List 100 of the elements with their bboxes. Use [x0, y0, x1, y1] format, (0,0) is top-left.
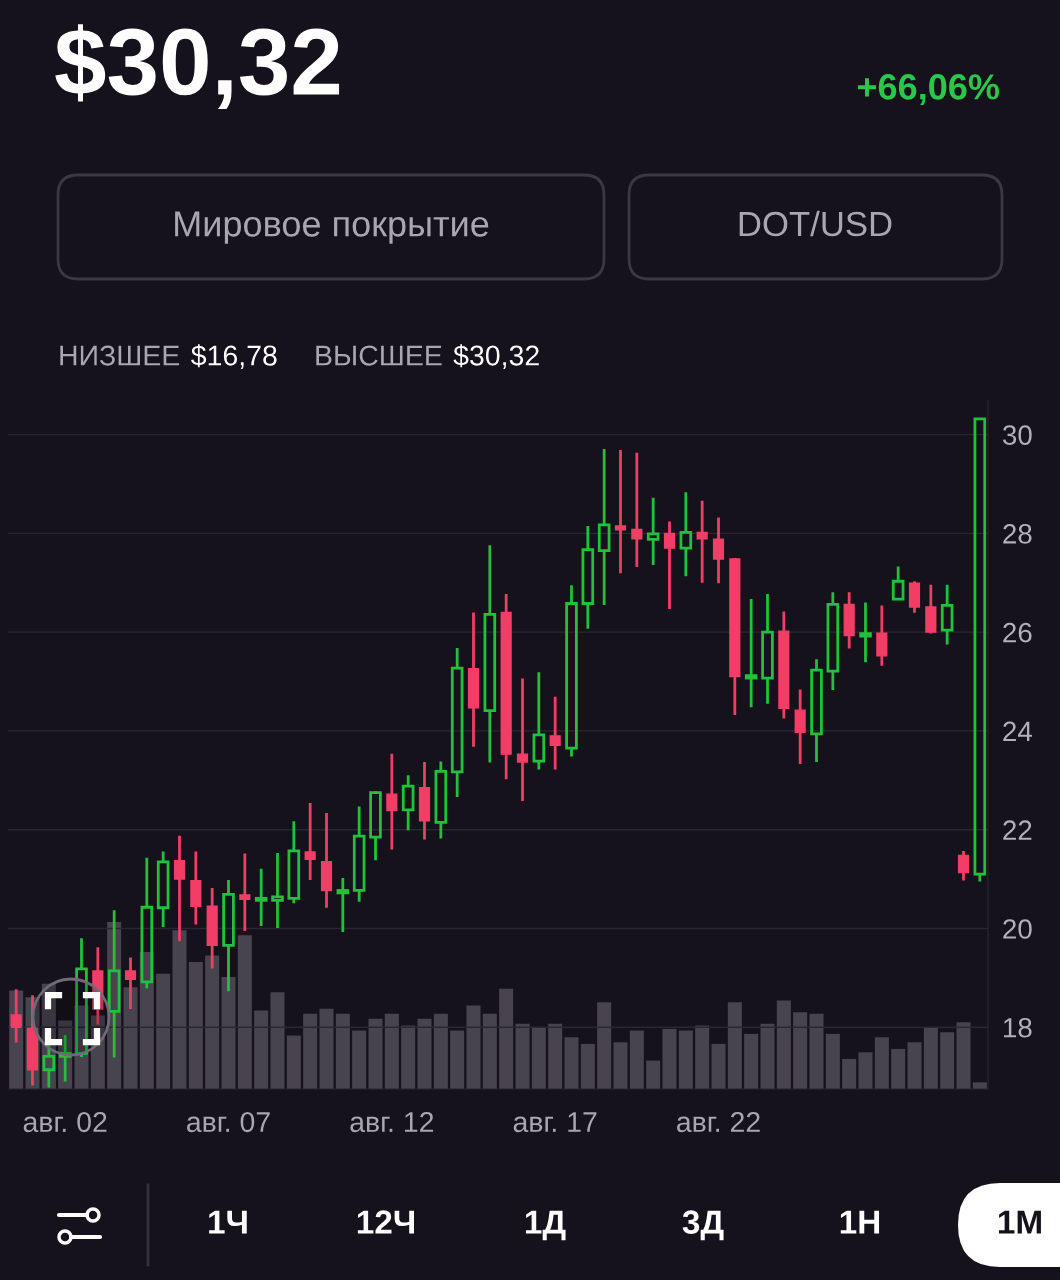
candlestick: [467, 610, 480, 749]
candlestick: [778, 610, 790, 720]
y-tick-label: 26: [1003, 622, 1032, 643]
bar: [923, 1027, 938, 1089]
bar: [858, 1052, 873, 1089]
bar: [678, 1030, 693, 1089]
candlestick: [663, 520, 676, 611]
bar: [760, 1023, 775, 1089]
candlestick: [810, 657, 823, 764]
chart-title: $30,32: [55, 24, 340, 110]
bar: [417, 1018, 432, 1089]
bar: [286, 1035, 301, 1089]
bar: [956, 1022, 971, 1089]
candlestick: [696, 499, 708, 585]
text: НИЗШЕЕ: [60, 345, 180, 366]
candlestick: [843, 590, 855, 650]
bar: [499, 988, 514, 1089]
candlestick: [336, 876, 350, 934]
bar: [744, 1033, 759, 1089]
x-tick-label: авг. 02: [23, 1111, 107, 1133]
candlestick: [271, 851, 284, 930]
candlestick: [794, 688, 806, 766]
candlestick: [532, 670, 546, 771]
bar: [515, 1023, 530, 1089]
bar: [940, 1032, 955, 1089]
x-tick-label: авг. 12: [350, 1111, 434, 1133]
bar: [303, 1013, 318, 1089]
y-tick-label: 30: [1002, 425, 1032, 445]
candlestick: [826, 590, 840, 692]
y-tick-label: 24: [1003, 721, 1032, 741]
text: 3Д: [682, 1210, 724, 1241]
text: $30,32: [453, 344, 539, 370]
candlestick: [287, 819, 301, 905]
candlestick: [940, 583, 954, 646]
y-tick-label: 22: [1003, 820, 1032, 840]
bar: [531, 1027, 546, 1089]
candlestick: [190, 850, 202, 926]
bar: [384, 1013, 399, 1089]
candlestick: [614, 448, 627, 575]
bar: [205, 955, 220, 1089]
text: 1Ч: [209, 1210, 247, 1234]
text: 12Ч: [357, 1210, 415, 1234]
candlestick: [631, 451, 643, 569]
bar: [825, 1033, 840, 1089]
candlestick: [434, 760, 448, 840]
bar: [319, 1008, 334, 1089]
text: 1Н: [840, 1210, 880, 1234]
candlestick: [516, 677, 529, 803]
candlestick: [891, 565, 905, 601]
candlestick: [500, 592, 512, 781]
bar: [564, 1037, 579, 1089]
candlestick: [254, 867, 268, 928]
bar: [597, 1002, 612, 1089]
x-tick-label: авг. 07: [187, 1111, 270, 1133]
candlestick: [581, 524, 595, 631]
bar: [727, 1002, 742, 1089]
bar: [809, 1013, 824, 1089]
bar: [237, 935, 252, 1089]
bar: [580, 1043, 595, 1089]
bar: [548, 1023, 563, 1089]
bar: [123, 987, 138, 1089]
text: DOT/USD: [739, 210, 892, 237]
text: +66,06%: [857, 74, 1000, 105]
candlestick: [320, 811, 333, 910]
bar: [466, 1005, 481, 1089]
bar: [221, 977, 236, 1089]
candlestick: [352, 805, 366, 904]
bar: [662, 1028, 677, 1089]
bar: [629, 1030, 644, 1089]
candlestick: [908, 579, 921, 615]
candlestick: [401, 773, 415, 832]
candlestick: [239, 852, 251, 933]
candlestick: [859, 601, 872, 664]
candlestick: [450, 646, 464, 799]
text: 1М: [998, 1210, 1041, 1234]
bar: [335, 1013, 350, 1089]
bar: [482, 1013, 497, 1089]
bar: [613, 1042, 628, 1089]
candlestick: [483, 543, 497, 764]
bar: [891, 1048, 906, 1089]
candlestick: [565, 583, 578, 758]
text: $16,78: [191, 344, 277, 370]
bar: [401, 1025, 416, 1089]
bar: [254, 1010, 269, 1089]
bar: [188, 962, 203, 1089]
text: ВЫСШЕЕ: [316, 345, 442, 366]
bar: [695, 1025, 710, 1089]
text: Мировое покрытие: [175, 211, 489, 244]
candlestick: [957, 849, 970, 882]
candlestick: [369, 791, 382, 862]
candlestick: [597, 447, 611, 607]
bar: [874, 1037, 889, 1089]
bar: [793, 1012, 808, 1089]
bar: [172, 930, 187, 1089]
text: 1Д: [525, 1210, 566, 1241]
candlestick: [744, 597, 758, 709]
bar: [368, 1018, 383, 1089]
candlestick: [418, 760, 431, 841]
bar: [352, 1030, 367, 1089]
candlestick: [761, 592, 774, 706]
